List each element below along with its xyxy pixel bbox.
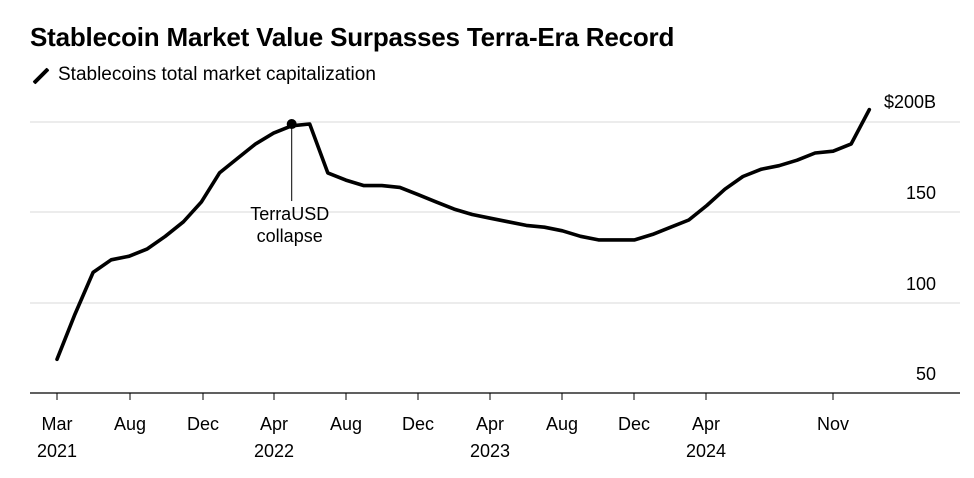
x-tick-label-dec: Dec	[618, 414, 650, 434]
x-tick-label-apr: Apr	[260, 414, 288, 434]
x-tick-label-apr: Apr	[692, 414, 720, 434]
x-tick-label-aug: Aug	[330, 414, 362, 434]
x-tick-label-aug: Aug	[546, 414, 578, 434]
chart-title: Stablecoin Market Value Surpasses Terra-…	[30, 22, 675, 52]
terra-annotation: TerraUSD collapse	[250, 119, 329, 246]
x-tick-label-nov: Nov	[817, 414, 849, 434]
x-tick-labels: Mar Aug Dec Apr Aug Dec Apr Aug Dec Apr …	[42, 414, 850, 434]
y-tick-label-200: $200B	[884, 92, 936, 112]
y-tick-label-50: 50	[916, 364, 936, 384]
legend-label: Stablecoins total market capitalization	[58, 64, 376, 85]
x-year-label-2022: 2022	[254, 441, 294, 461]
annotation-label-line-1: TerraUSD	[250, 204, 329, 224]
x-tick-label-mar: Mar	[42, 414, 73, 434]
x-tick-label-apr: Apr	[476, 414, 504, 434]
x-year-label-2023: 2023	[470, 441, 510, 461]
series-line-stablecoin-market-cap	[55, 107, 872, 362]
x-year-label-2021: 2021	[37, 441, 77, 461]
x-year-labels: 2021 2022 2023 2024	[37, 441, 726, 461]
x-tick-label-dec: Dec	[402, 414, 434, 434]
y-tick-label-150: 150	[906, 183, 936, 203]
x-year-label-2024: 2024	[686, 441, 726, 461]
y-tick-labels: $200B 150 100 50	[884, 92, 936, 384]
y-tick-label-100: 100	[906, 274, 936, 294]
x-tick-label-aug: Aug	[114, 414, 146, 434]
annotation-label-line-2: collapse	[257, 226, 323, 246]
x-tick-label-dec: Dec	[187, 414, 219, 434]
gridlines	[30, 121, 960, 304]
x-ticks	[56, 393, 834, 400]
legend: Stablecoins total market capitalization	[30, 64, 376, 86]
